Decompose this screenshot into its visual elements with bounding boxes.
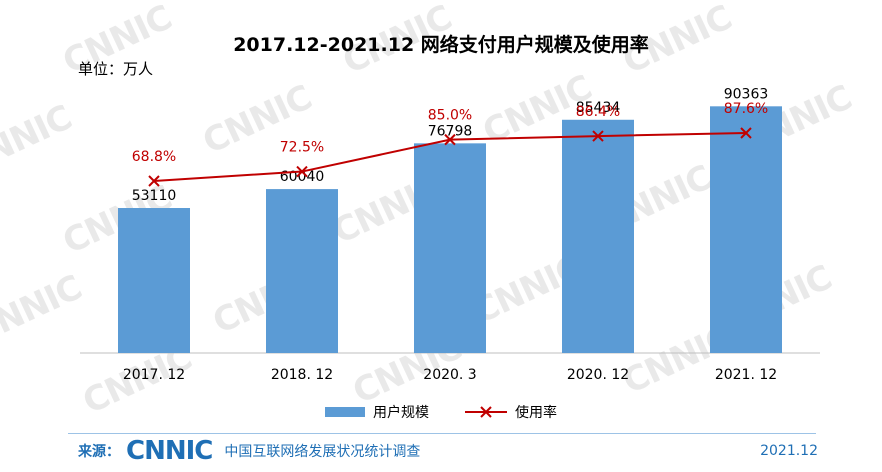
bar-value-label: 90363	[724, 86, 769, 102]
usage-rate-point	[592, 130, 604, 142]
legend-line-swatch	[465, 406, 507, 418]
x-tick-label: 2021. 12	[715, 367, 777, 383]
bar	[266, 189, 338, 353]
usage-rate-point	[444, 133, 456, 146]
chart-title: 2017.12-2021.12 网络支付用户规模及使用率	[233, 34, 649, 56]
usage-rate-point	[740, 127, 752, 139]
usage-rate-label: 87.6%	[724, 101, 768, 117]
legend-item-bar: 用户规模	[325, 402, 429, 422]
legend-line-label: 使用率	[515, 405, 557, 421]
footer: 来源： CNNIC 中国互联网络发展状况统计调查 2021.12	[78, 436, 818, 466]
x-tick-label: 2017. 12	[123, 367, 185, 383]
usage-rate-label: 86.4%	[576, 104, 620, 120]
usage-rate-label: 68.8%	[132, 149, 176, 165]
unit-label: 单位：万人	[78, 60, 154, 78]
source-label: 来源：	[78, 444, 120, 460]
bar	[118, 208, 190, 353]
cnnic-logo: CNNIC	[126, 436, 213, 466]
legend-item-line: 使用率	[465, 402, 557, 422]
usage-rate-label: 72.5%	[280, 140, 324, 156]
bar-value-label: 53110	[132, 188, 177, 204]
x-tick-label: 2018. 12	[271, 367, 333, 383]
bar-value-label: 85434	[576, 100, 621, 116]
chart-legend: 用户规模 使用率	[0, 402, 882, 422]
source-org: 中国互联网络发展状况统计调查	[224, 444, 421, 460]
bar-value-label: 76798	[428, 123, 473, 139]
bar	[562, 119, 634, 353]
bar	[414, 143, 486, 353]
footer-divider	[68, 433, 816, 434]
source-date: 2021.12	[760, 443, 818, 459]
legend-bar-swatch	[325, 407, 365, 417]
x-tick-label: 2020. 12	[567, 367, 629, 383]
legend-bar-label: 用户规模	[373, 405, 429, 421]
usage-rate-label: 85.0%	[428, 108, 472, 124]
usage-rate-point	[296, 165, 308, 178]
x-tick-label: 2020. 3	[423, 367, 476, 383]
usage-rate-point	[148, 175, 160, 187]
bar	[710, 106, 782, 353]
